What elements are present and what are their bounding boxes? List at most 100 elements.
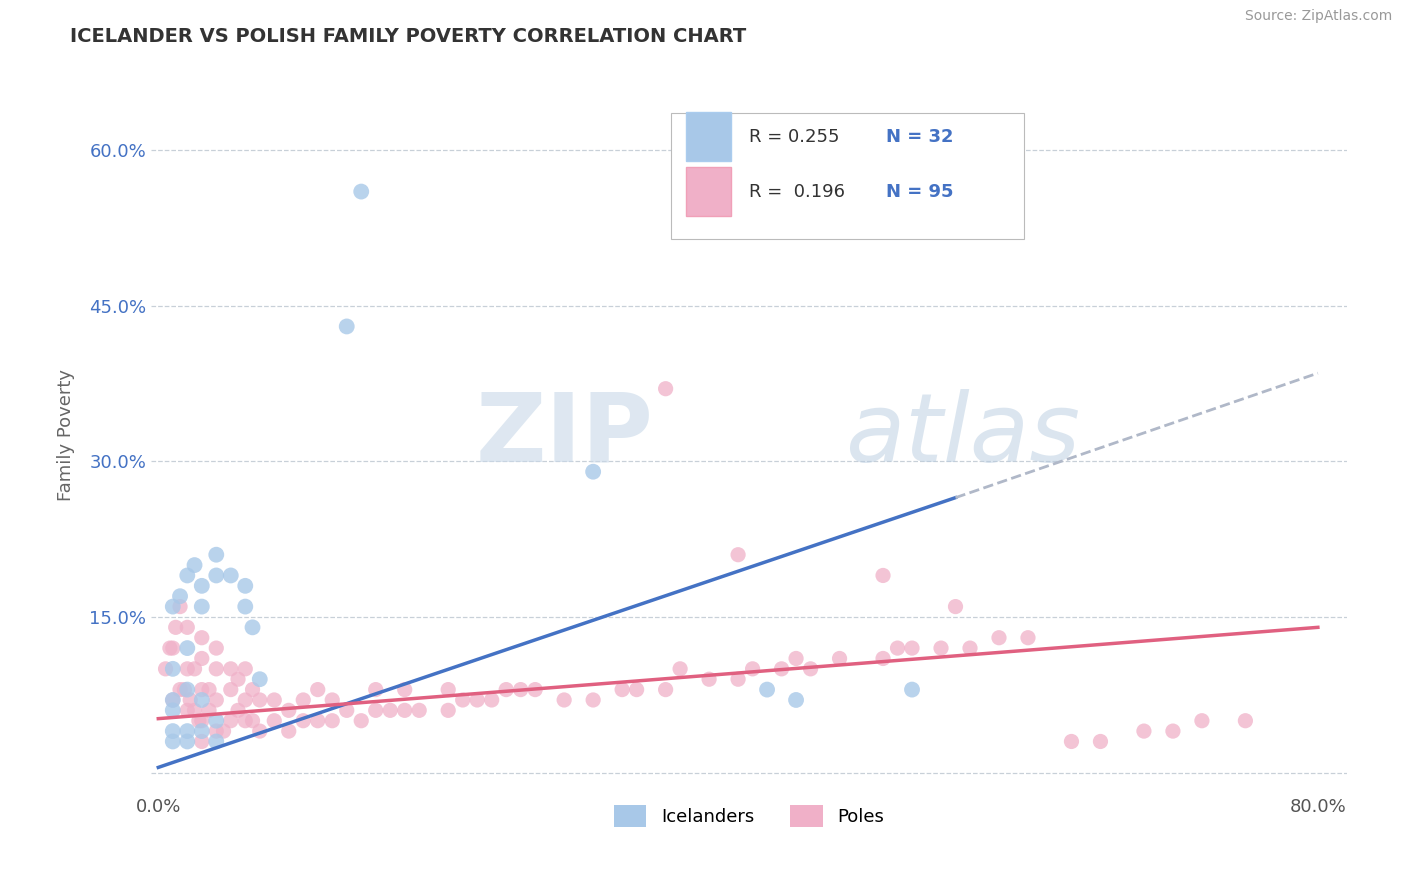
Point [770, 662, 793, 676]
Point [249, 693, 271, 707]
Point [205, 693, 228, 707]
Point [212, 724, 235, 739]
Point [191, 599, 214, 614]
Point [321, 714, 343, 728]
Point [198, 682, 221, 697]
Point [394, 682, 416, 697]
Point [465, 693, 488, 707]
Point [183, 662, 205, 676]
Point [988, 631, 1011, 645]
Point [162, 693, 184, 707]
Point [205, 734, 228, 748]
Point [582, 693, 605, 707]
Point [162, 599, 184, 614]
Point [872, 568, 894, 582]
Point [205, 641, 228, 656]
Point [307, 714, 329, 728]
Point [162, 703, 184, 717]
Point [169, 589, 191, 603]
Point [727, 672, 749, 686]
Point [191, 724, 214, 739]
Point [242, 620, 264, 634]
Point [219, 568, 242, 582]
Point [233, 714, 256, 728]
Point [242, 682, 264, 697]
Point [610, 682, 633, 697]
Point [336, 319, 359, 334]
Point [187, 714, 209, 728]
Point [292, 693, 315, 707]
Point [176, 703, 198, 717]
Point [162, 641, 184, 656]
Point [155, 662, 177, 676]
Point [219, 682, 242, 697]
Point [364, 682, 387, 697]
Point [828, 651, 851, 665]
Point [756, 682, 779, 697]
Point [901, 641, 924, 656]
Point [263, 714, 285, 728]
Point [205, 568, 228, 582]
Point [451, 693, 474, 707]
Point [1090, 734, 1112, 748]
Point [336, 703, 359, 717]
Point [350, 185, 373, 199]
Point [321, 693, 343, 707]
Point [249, 724, 271, 739]
Point [1191, 714, 1213, 728]
Point [233, 579, 256, 593]
Point [785, 693, 807, 707]
Point [959, 641, 981, 656]
Point [233, 662, 256, 676]
Point [173, 682, 195, 697]
Text: R =  0.196: R = 0.196 [749, 183, 845, 201]
Point [183, 703, 205, 717]
Point [176, 724, 198, 739]
Point [179, 693, 201, 707]
Point [263, 693, 285, 707]
FancyBboxPatch shape [686, 168, 731, 216]
Point [524, 682, 547, 697]
Point [205, 714, 228, 728]
Y-axis label: Family Poverty: Family Poverty [58, 369, 75, 501]
Point [437, 703, 460, 717]
Point [929, 641, 952, 656]
Point [191, 693, 214, 707]
Point [191, 631, 214, 645]
Point [886, 641, 908, 656]
Point [176, 620, 198, 634]
Text: N = 95: N = 95 [886, 183, 955, 201]
Point [481, 693, 503, 707]
Point [872, 651, 894, 665]
Point [582, 465, 605, 479]
Legend: Icelanders, Poles: Icelanders, Poles [606, 798, 891, 834]
Point [242, 714, 264, 728]
Point [169, 599, 191, 614]
Point [226, 672, 249, 686]
Point [408, 703, 430, 717]
Point [350, 714, 373, 728]
Point [437, 682, 460, 697]
Point [162, 724, 184, 739]
Point [205, 548, 228, 562]
Point [191, 579, 214, 593]
Point [176, 568, 198, 582]
FancyBboxPatch shape [686, 112, 731, 161]
Point [233, 693, 256, 707]
Point [198, 703, 221, 717]
Point [162, 662, 184, 676]
Point [191, 714, 214, 728]
Point [191, 682, 214, 697]
Point [277, 724, 299, 739]
Point [176, 641, 198, 656]
Point [901, 682, 924, 697]
Point [1161, 724, 1184, 739]
Point [1060, 734, 1083, 748]
Point [1017, 631, 1039, 645]
Point [626, 682, 648, 697]
Point [159, 641, 181, 656]
Point [176, 734, 198, 748]
Point [169, 682, 191, 697]
Point [205, 724, 228, 739]
Point [380, 703, 402, 717]
